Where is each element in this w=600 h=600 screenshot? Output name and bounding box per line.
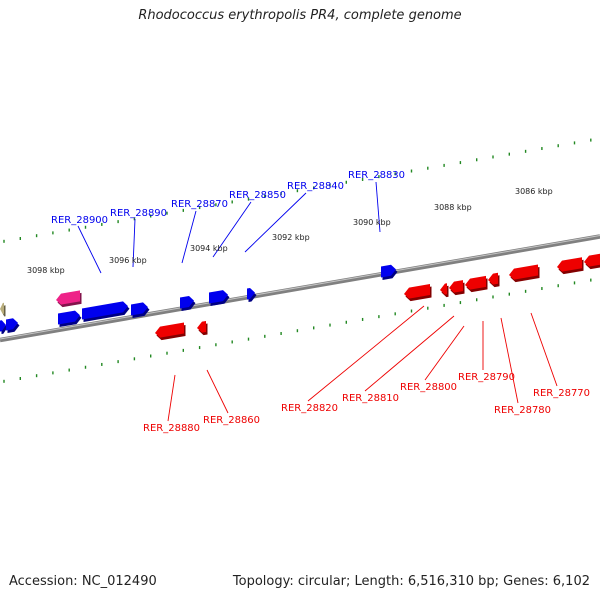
forward-gene-label: RER_28890 bbox=[110, 208, 167, 219]
forward-gene-arrow bbox=[82, 301, 130, 322]
tick-marks bbox=[3, 138, 592, 383]
reverse-gene-leader bbox=[167, 374, 176, 422]
reverse-gene-arrow bbox=[488, 272, 500, 288]
genome-title: Rhodococcus erythropolis PR4, complete g… bbox=[138, 8, 462, 23]
scale-label: 3092 kbp bbox=[272, 233, 310, 242]
forward-gene-label: RER_28840 bbox=[287, 181, 344, 192]
reverse-gene-label: RER_28770 bbox=[533, 388, 590, 399]
backbone bbox=[0, 234, 600, 343]
reverse-gene-label: RER_28780 bbox=[494, 405, 551, 416]
forward-gene-leader bbox=[212, 201, 252, 258]
forward-gene-arrow bbox=[58, 310, 82, 327]
reverse-gene-arrow bbox=[155, 322, 186, 341]
scale-label: 3094 kbp bbox=[190, 244, 228, 253]
forward-gene-arrow bbox=[0, 320, 8, 334]
forward-gene-label: RER_28870 bbox=[171, 199, 228, 210]
labels: 3086 kbp 3088 kbp 3090 kbp 3092 kbp 3094 kbp… bbox=[27, 170, 590, 434]
reverse-gene-leader bbox=[307, 305, 425, 402]
reverse-gene-arrow bbox=[465, 275, 488, 293]
topology-text: Topology: circular; Length: 6,516,310 bp… bbox=[232, 574, 590, 589]
reverse-gene-arrow bbox=[509, 264, 540, 283]
forward-gene-arrow bbox=[381, 264, 398, 280]
forward-gene-arrow bbox=[209, 290, 230, 306]
forward-gene-arrow bbox=[247, 287, 257, 302]
forward-gene-leader bbox=[181, 210, 197, 264]
forward-gene-label: RER_28850 bbox=[229, 190, 286, 201]
forward-gene-leader bbox=[375, 181, 381, 233]
reverse-gene-label: RER_28820 bbox=[281, 403, 338, 414]
reverse-gene-leader bbox=[364, 315, 455, 392]
reverse-gene-arrow bbox=[197, 320, 208, 336]
scale-label: 3096 kbp bbox=[109, 256, 147, 265]
reverse-gene-arrow bbox=[404, 284, 432, 302]
rna-gene bbox=[56, 290, 82, 308]
forward-gene-label: RER_28830 bbox=[348, 170, 405, 181]
reverse-gene-arrow bbox=[440, 283, 449, 298]
label-leaders bbox=[77, 181, 558, 422]
reverse-gene-label: RER_28880 bbox=[143, 423, 200, 434]
forward-gene-arrow bbox=[6, 318, 20, 333]
reverse-gene-label: RER_28800 bbox=[400, 382, 457, 393]
reverse-gene-label: RER_28860 bbox=[203, 415, 260, 426]
reverse-gene-leader bbox=[424, 325, 465, 381]
reverse-gene-leader bbox=[500, 317, 519, 404]
forward-gene-leader bbox=[77, 225, 102, 274]
reverse-gene-arrow bbox=[584, 253, 600, 270]
reverse-gene-arrow bbox=[449, 280, 465, 296]
reverse-gene-arrow bbox=[557, 257, 584, 275]
gene-features bbox=[0, 253, 600, 341]
forward-gene-leader bbox=[244, 192, 307, 253]
backbone-highlight bbox=[0, 235, 600, 340]
forward-gene-label: RER_28900 bbox=[51, 215, 108, 226]
scale-label: 3088 kbp bbox=[434, 203, 472, 212]
scale-label: 3086 kbp bbox=[515, 187, 553, 196]
reverse-gene-label: RER_28810 bbox=[342, 393, 399, 404]
reverse-gene-label: RER_28790 bbox=[458, 372, 515, 383]
scale-label: 3090 kbp bbox=[353, 218, 391, 227]
reverse-gene-leader bbox=[206, 369, 229, 414]
backbone-line bbox=[0, 234, 600, 343]
scale-label: 3098 kbp bbox=[27, 266, 65, 275]
forward-gene-arrow bbox=[180, 295, 196, 311]
forward-gene-arrow bbox=[131, 302, 150, 318]
reverse-gene-leader bbox=[530, 312, 558, 387]
forward-gene-leader bbox=[132, 218, 136, 268]
accession-text: Accession: NC_012490 bbox=[9, 574, 157, 589]
misc-feature bbox=[0, 302, 6, 317]
